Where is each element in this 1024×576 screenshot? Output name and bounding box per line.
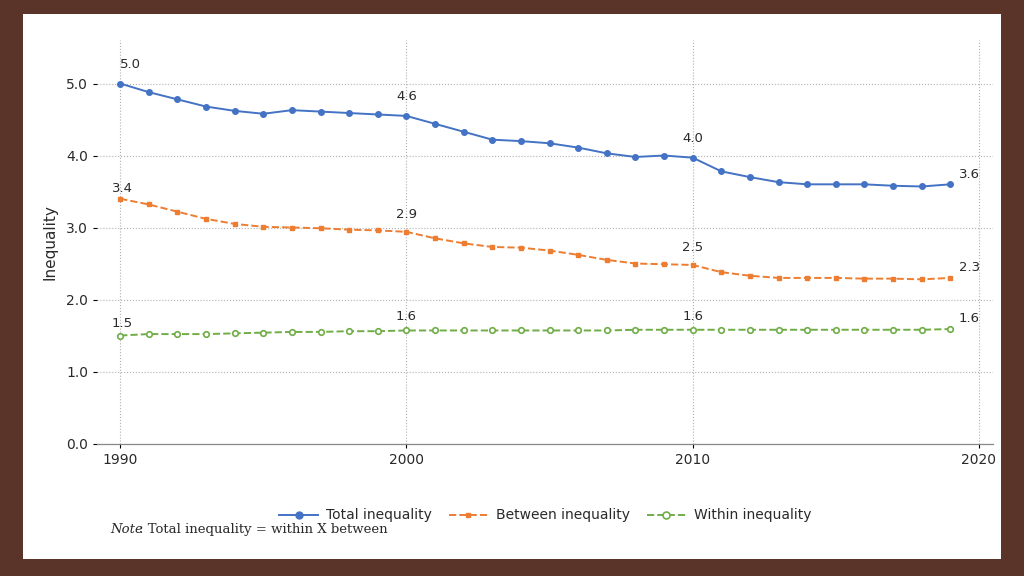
Legend: Total inequality, Between inequality, Within inequality: Total inequality, Between inequality, Wi… (273, 503, 817, 528)
Text: 2.3: 2.3 (958, 262, 980, 274)
Text: 4.0: 4.0 (682, 132, 703, 145)
Text: 2.5: 2.5 (682, 241, 703, 254)
Text: 1.5: 1.5 (112, 317, 133, 329)
Text: 3.6: 3.6 (958, 168, 980, 181)
Text: 2.9: 2.9 (396, 208, 417, 221)
Text: : Total inequality = within X between: : Total inequality = within X between (139, 523, 388, 536)
Text: 5.0: 5.0 (120, 58, 141, 71)
Text: 3.4: 3.4 (112, 182, 132, 195)
Text: 4.6: 4.6 (396, 90, 417, 103)
Text: 1.6: 1.6 (682, 309, 703, 323)
Text: 1.6: 1.6 (396, 310, 417, 323)
Text: 1.6: 1.6 (958, 312, 980, 325)
Y-axis label: Inequality: Inequality (43, 204, 58, 280)
Text: Note: Note (111, 523, 143, 536)
